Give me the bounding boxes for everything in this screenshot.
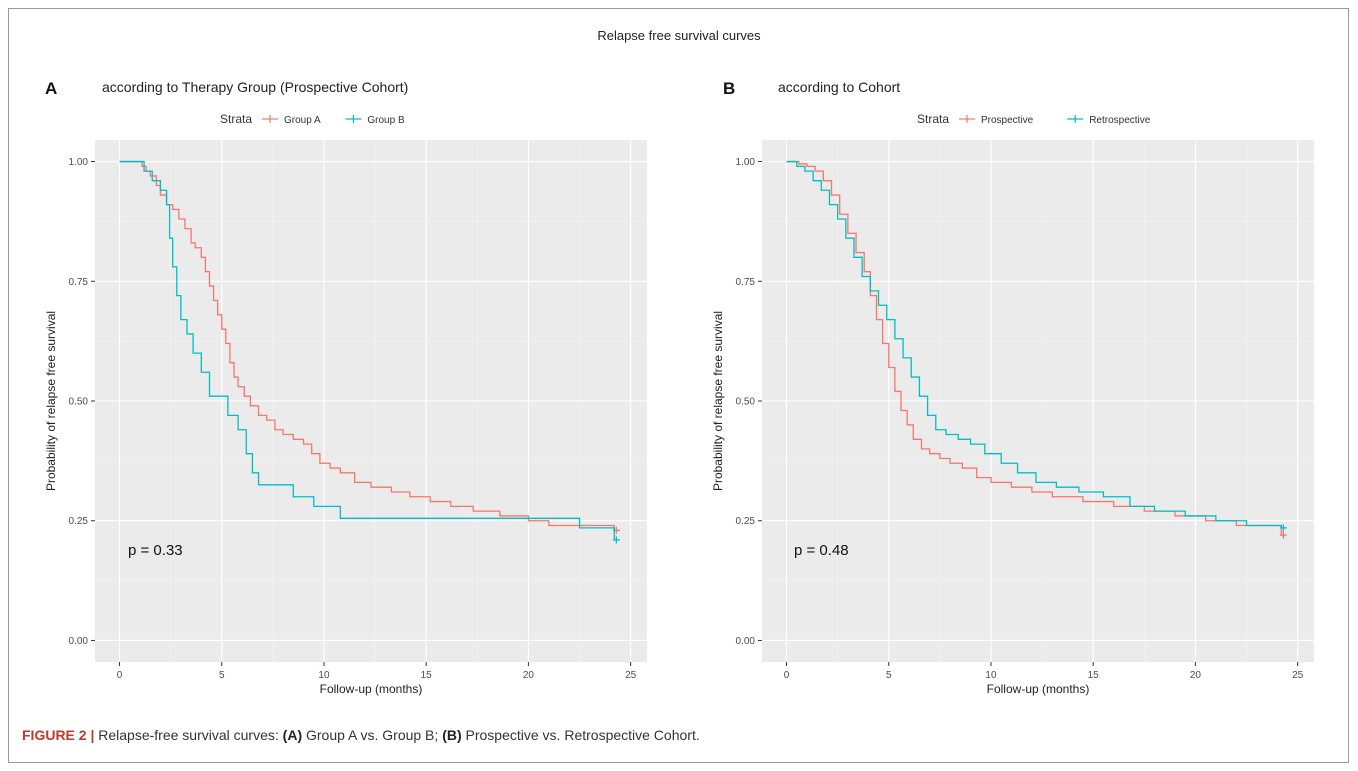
x-tick-label: 10: [318, 670, 330, 681]
y-tick-label: 1.00: [736, 157, 756, 168]
legend-title: Strata: [917, 112, 949, 126]
panel-title: according to Cohort: [778, 79, 900, 95]
y-tick-label: 0.25: [736, 516, 756, 527]
y-axis-label: Probability of relapse free survival: [44, 311, 58, 491]
legend: Strata Group A Group B: [220, 112, 405, 126]
censor-mark: [1279, 531, 1287, 539]
y-tick-label: 0.50: [69, 397, 89, 408]
x-tick-label: 0: [117, 670, 123, 681]
legend: Strata Prospective Retrospective: [917, 112, 1151, 126]
x-axis-label: Follow-up (months): [320, 682, 423, 696]
x-tick-label: 5: [886, 670, 892, 681]
panel-letter: A: [45, 79, 57, 98]
caption-text: Relapse-free survival curves: (A) Group …: [94, 727, 699, 743]
y-tick-label: 0.00: [69, 636, 89, 647]
p-value-annotation: p = 0.48: [794, 542, 849, 559]
x-tick-label: 15: [1088, 670, 1100, 681]
caption-part: Prospective vs. Retrospective Cohort.: [461, 727, 700, 743]
caption-part: Relapse-free survival curves:: [94, 727, 283, 743]
censor-mark: [1279, 524, 1287, 532]
p-value-annotation: p = 0.33: [128, 542, 183, 559]
legend-label: Group B: [367, 115, 405, 126]
x-tick-label: 20: [1190, 670, 1202, 681]
x-tick-label: 25: [625, 670, 637, 681]
y-tick-label: 0.00: [736, 636, 756, 647]
caption-part: (B): [442, 727, 462, 743]
x-tick-label: 25: [1292, 670, 1304, 681]
caption-part: Group A vs. Group B;: [302, 727, 443, 743]
panel-letter: B: [723, 79, 735, 98]
x-tick-label: 0: [784, 670, 790, 681]
legend-label: Group A: [284, 115, 321, 126]
y-axis-label: Probability of relapse free survival: [711, 311, 725, 491]
x-tick-label: 10: [985, 670, 997, 681]
y-tick-label: 0.75: [736, 277, 756, 288]
y-tick-label: 0.25: [69, 516, 89, 527]
x-tick-label: 20: [523, 670, 535, 681]
y-tick-label: 0.75: [69, 277, 89, 288]
caption-label: FIGURE 2 |: [22, 727, 95, 743]
x-tick-label: 15: [421, 670, 433, 681]
legend-title: Strata: [220, 112, 252, 126]
y-tick-label: 1.00: [69, 157, 89, 168]
x-axis-label: Follow-up (months): [987, 682, 1090, 696]
censor-mark: [612, 536, 620, 544]
series-line-prospective: [786, 160, 1282, 536]
series-line-retrospective: [786, 160, 1282, 528]
panel-title: according to Therapy Group (Prospective …: [102, 79, 408, 95]
y-tick-label: 0.50: [736, 397, 756, 408]
series-line-group-a: [119, 160, 615, 531]
legend-label: Prospective: [981, 115, 1034, 126]
x-tick-label: 5: [219, 670, 225, 681]
series-line-group-b: [119, 160, 615, 540]
figure-caption: FIGURE 2 | Relapse-free survival curves:…: [22, 727, 700, 743]
legend-label: Retrospective: [1089, 115, 1151, 126]
figure-super-title: Relapse free survival curves: [597, 28, 761, 43]
caption-part: (A): [282, 727, 303, 743]
